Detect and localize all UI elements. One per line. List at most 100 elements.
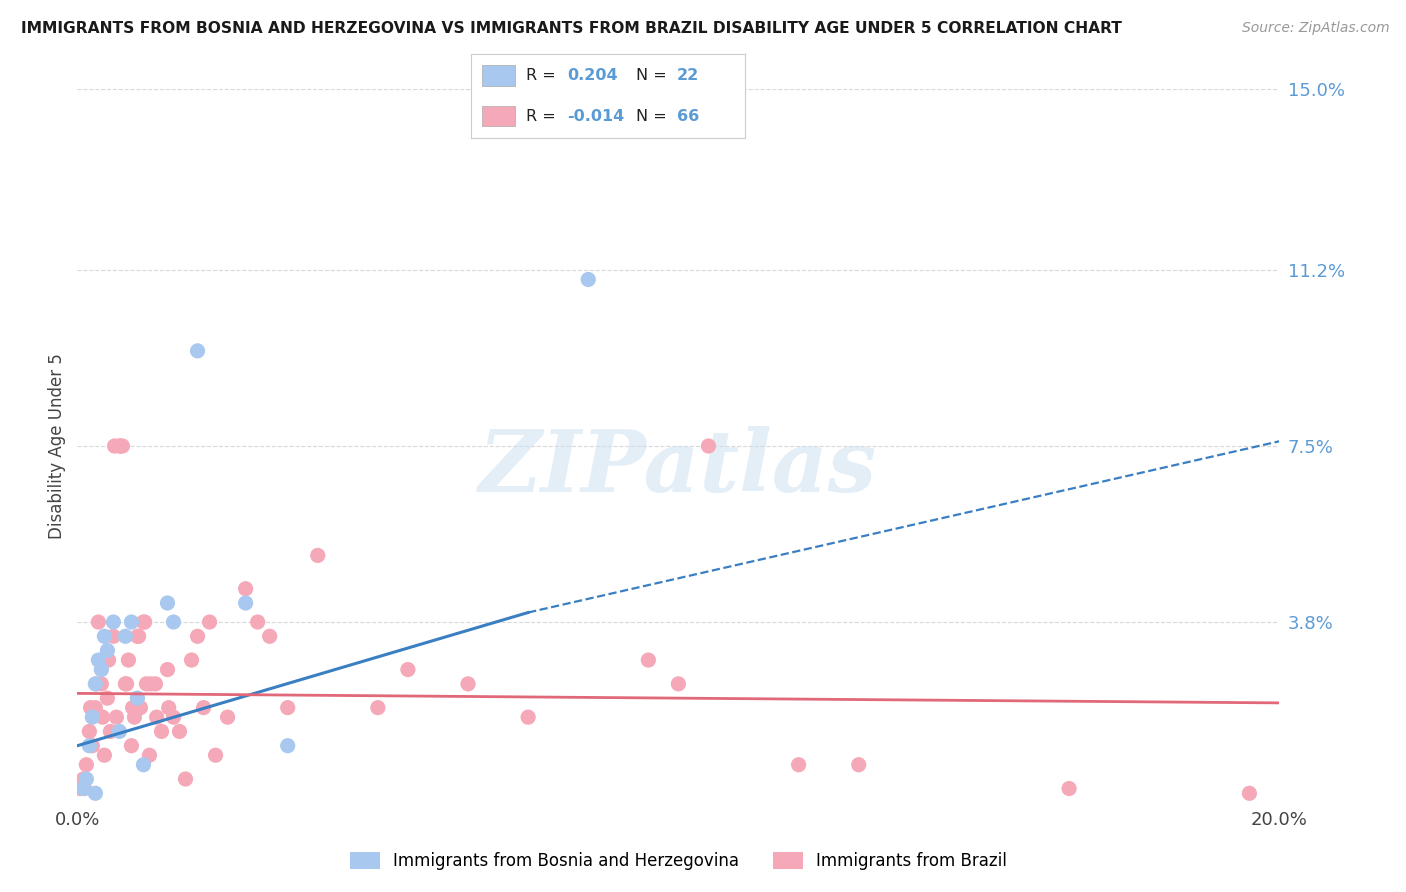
Point xyxy=(84,700,107,714)
Point xyxy=(198,615,221,629)
Text: 66: 66 xyxy=(676,109,699,124)
Point xyxy=(277,739,299,753)
Point xyxy=(114,629,136,643)
Point xyxy=(157,700,180,714)
Point xyxy=(246,615,269,629)
Point xyxy=(117,653,139,667)
FancyBboxPatch shape xyxy=(482,106,515,127)
Point xyxy=(162,710,184,724)
Text: ZIPatlas: ZIPatlas xyxy=(479,425,877,509)
Point xyxy=(111,439,134,453)
Point xyxy=(174,772,197,786)
Text: 22: 22 xyxy=(676,68,699,83)
Point xyxy=(87,653,110,667)
Point xyxy=(162,615,184,629)
Point xyxy=(637,653,659,667)
Point xyxy=(138,748,160,763)
Point xyxy=(517,710,540,724)
Point xyxy=(127,629,149,643)
Point xyxy=(120,739,142,753)
Point xyxy=(128,629,150,643)
Point xyxy=(235,582,257,596)
Point xyxy=(132,757,155,772)
Point xyxy=(576,272,599,286)
Point xyxy=(121,700,143,714)
Point xyxy=(86,677,108,691)
Text: R =: R = xyxy=(526,109,561,124)
Point xyxy=(307,549,329,563)
FancyBboxPatch shape xyxy=(482,65,515,86)
Point xyxy=(103,615,125,629)
Point xyxy=(180,653,202,667)
Text: N =: N = xyxy=(636,109,672,124)
Point xyxy=(90,677,112,691)
Point xyxy=(697,439,720,453)
Y-axis label: Disability Age Under 5: Disability Age Under 5 xyxy=(48,353,66,539)
Point xyxy=(1057,781,1080,796)
Point xyxy=(72,781,94,796)
Point xyxy=(104,439,127,453)
Point xyxy=(787,757,810,772)
Point xyxy=(91,710,114,724)
Point xyxy=(169,724,191,739)
Legend: Immigrants from Bosnia and Herzegovina, Immigrants from Brazil: Immigrants from Bosnia and Herzegovina, … xyxy=(343,845,1014,877)
Point xyxy=(79,700,101,714)
Text: -0.014: -0.014 xyxy=(567,109,624,124)
Point xyxy=(367,700,389,714)
Point xyxy=(96,643,118,657)
Point xyxy=(93,748,115,763)
Text: IMMIGRANTS FROM BOSNIA AND HERZEGOVINA VS IMMIGRANTS FROM BRAZIL DISABILITY AGE : IMMIGRANTS FROM BOSNIA AND HERZEGOVINA V… xyxy=(21,21,1122,36)
Text: N =: N = xyxy=(636,68,672,83)
Text: Source: ZipAtlas.com: Source: ZipAtlas.com xyxy=(1241,21,1389,35)
Point xyxy=(79,739,101,753)
Point xyxy=(82,739,104,753)
Point xyxy=(105,710,128,724)
Point xyxy=(75,757,97,772)
Point xyxy=(87,615,110,629)
Point xyxy=(124,710,146,724)
Point xyxy=(108,439,131,453)
Point xyxy=(75,772,97,786)
Point xyxy=(84,786,107,800)
Point xyxy=(110,439,132,453)
Point xyxy=(120,615,142,629)
Point xyxy=(129,700,152,714)
Point xyxy=(135,677,157,691)
Point xyxy=(204,748,226,763)
Point xyxy=(396,663,419,677)
Point xyxy=(156,663,179,677)
Point xyxy=(93,629,115,643)
Point xyxy=(217,710,239,724)
Point xyxy=(82,710,104,724)
Text: 0.204: 0.204 xyxy=(567,68,617,83)
Point xyxy=(848,757,870,772)
Point xyxy=(79,724,101,739)
Point xyxy=(457,677,479,691)
Point xyxy=(139,677,162,691)
Point xyxy=(72,772,94,786)
Point xyxy=(193,700,215,714)
Point xyxy=(84,677,107,691)
Point xyxy=(187,629,209,643)
Point xyxy=(259,629,281,643)
Point xyxy=(97,653,120,667)
Point xyxy=(134,615,156,629)
Point xyxy=(73,781,96,796)
Text: R =: R = xyxy=(526,68,561,83)
Point xyxy=(277,700,299,714)
Point xyxy=(187,343,209,358)
Point xyxy=(114,677,136,691)
Point xyxy=(96,691,118,706)
Point xyxy=(115,677,138,691)
Point xyxy=(100,724,122,739)
Point xyxy=(108,724,131,739)
Point xyxy=(145,677,167,691)
Point xyxy=(1239,786,1261,800)
Point xyxy=(132,615,155,629)
Point xyxy=(150,724,173,739)
Point xyxy=(156,596,179,610)
Point xyxy=(90,663,112,677)
Point xyxy=(127,691,149,706)
Point xyxy=(235,596,257,610)
Point xyxy=(668,677,690,691)
